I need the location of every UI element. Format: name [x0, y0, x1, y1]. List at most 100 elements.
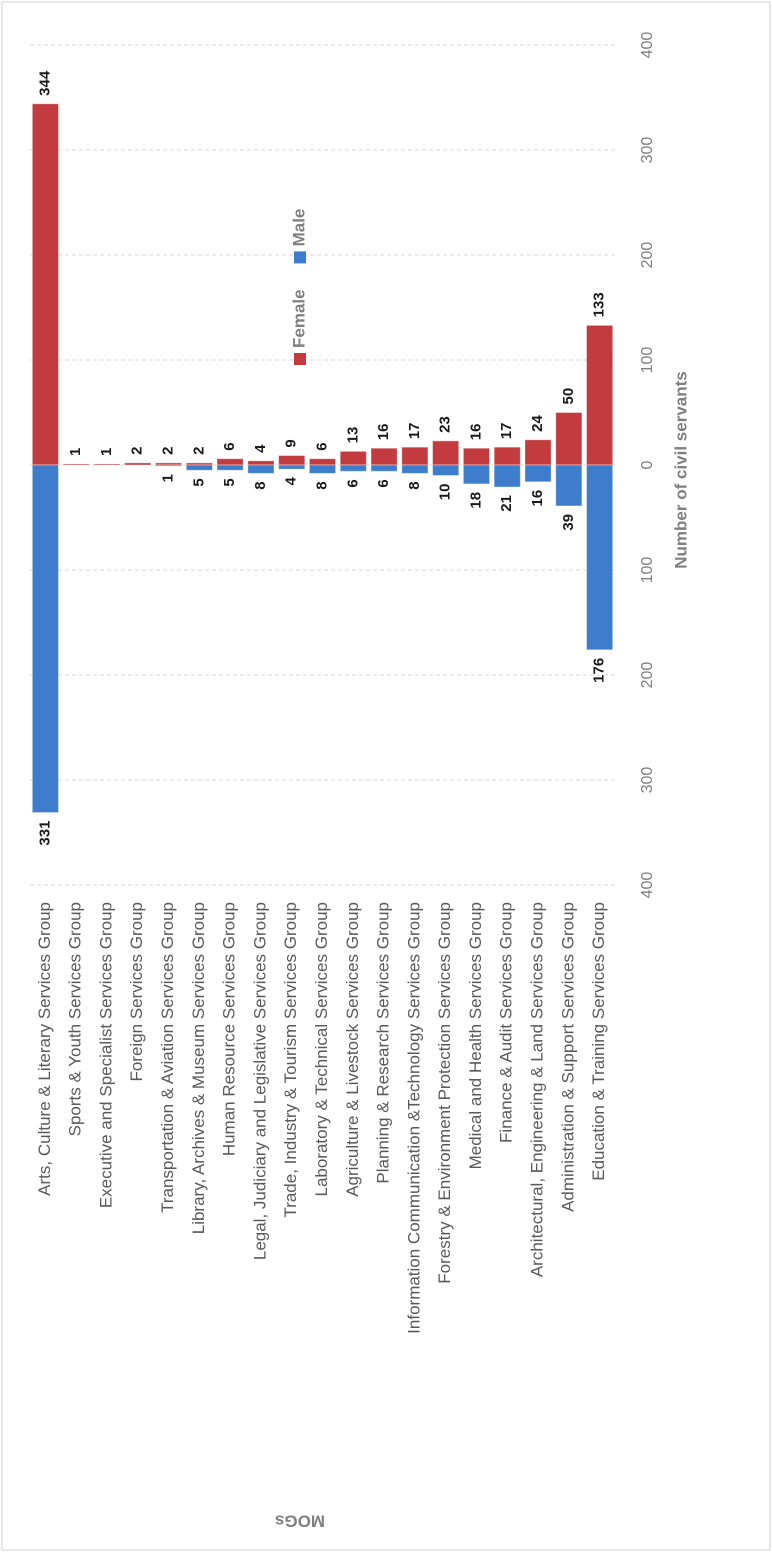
- data-label: 8: [313, 481, 330, 489]
- category-label: Sports & Youth Services Group: [66, 902, 85, 1136]
- data-label: 39: [560, 514, 577, 531]
- bar: [493, 464, 521, 488]
- data-label: 8: [252, 481, 269, 489]
- category-label: Planning & Research Services Group: [374, 902, 393, 1184]
- category-label: Arts, Culture & Literary Services Group: [35, 902, 54, 1196]
- bar: [555, 412, 583, 466]
- bar: [216, 464, 244, 471]
- bar: [308, 458, 337, 466]
- bar: [62, 463, 90, 466]
- data-label: 23: [437, 416, 454, 433]
- bar: [339, 450, 367, 466]
- bar: [524, 464, 552, 483]
- data-label: 17: [498, 422, 515, 439]
- category-label: Agriculture & Livestock Services Group: [343, 902, 362, 1197]
- data-label: 50: [560, 388, 577, 405]
- data-label: 2: [160, 447, 177, 455]
- data-label: 18: [467, 492, 484, 509]
- x-tick-label: 100: [639, 347, 656, 374]
- data-label: 10: [437, 484, 454, 501]
- bar: [401, 446, 429, 466]
- x-tick-label: 100: [639, 557, 656, 584]
- bar: [247, 464, 275, 474]
- data-label: 8: [406, 481, 423, 489]
- bar: [370, 447, 398, 466]
- bar: [308, 464, 337, 474]
- data-label: 344: [36, 70, 53, 96]
- category-label: Library, Archives & Museum Services Grou…: [189, 902, 208, 1234]
- bar: [555, 464, 583, 507]
- bar: [278, 464, 306, 470]
- x-tick-label: 300: [639, 767, 656, 794]
- data-label: 6: [313, 442, 330, 450]
- bar: [247, 460, 275, 466]
- category-label: Trade, Industry & Tourism Services Group: [281, 902, 300, 1218]
- data-label: 9: [283, 439, 300, 447]
- bar: [93, 463, 121, 466]
- data-label: 2: [129, 447, 146, 455]
- bar: [524, 439, 552, 466]
- bar: [31, 103, 59, 466]
- bar: [401, 464, 429, 474]
- data-label: 16: [375, 424, 392, 441]
- category-label: Transportation & Aviation Services Group: [158, 902, 177, 1213]
- category-label: Finance & Audit Services Group: [497, 902, 516, 1143]
- data-label: 17: [406, 422, 423, 439]
- data-label: 13: [344, 427, 361, 444]
- x-tick-label: 400: [639, 32, 656, 59]
- bar: [154, 464, 183, 467]
- category-label: Laboratory & Technical Services Group: [312, 902, 331, 1197]
- bar: [278, 455, 306, 466]
- data-label: 2: [190, 447, 207, 455]
- bar: [586, 324, 614, 466]
- data-label: 6: [375, 479, 392, 487]
- legend-label: Male: [289, 209, 308, 247]
- x-tick-label: 200: [639, 662, 656, 689]
- legend-marker: [294, 251, 306, 264]
- data-label: 16: [467, 424, 484, 441]
- data-label: 4: [283, 477, 300, 486]
- x-tick-label: 0: [639, 460, 656, 469]
- legend-label: Female: [289, 289, 308, 348]
- data-label: 1: [67, 448, 84, 456]
- bar: [339, 464, 367, 472]
- data-label: 24: [529, 414, 546, 431]
- bar: [432, 440, 460, 466]
- bar: [462, 447, 491, 466]
- data-label: 6: [221, 442, 238, 450]
- category-label: Human Resource Services Group: [220, 902, 239, 1156]
- legend-marker: [294, 353, 306, 365]
- bar: [31, 464, 59, 814]
- data-label: 1: [98, 448, 115, 456]
- data-label: 1: [160, 474, 177, 482]
- bar: [586, 464, 614, 651]
- category-label: Forestry & Environment Protection Servic…: [435, 902, 454, 1284]
- category-label: Administration & Support Services Group: [558, 902, 577, 1212]
- data-label: 5: [221, 478, 238, 486]
- data-label: 4: [252, 444, 269, 453]
- category-label: Executive and Specialist Services Group: [96, 902, 115, 1208]
- x-tick-label: 400: [639, 872, 656, 899]
- data-label: 21: [498, 495, 515, 512]
- bar: [462, 464, 491, 485]
- bar: [216, 458, 244, 466]
- data-label: 5: [190, 478, 207, 486]
- x-tick-label: 300: [639, 137, 656, 164]
- data-label: 331: [36, 821, 53, 846]
- category-label: Legal, Judiciary and Legislative Service…: [250, 902, 269, 1260]
- data-label: 133: [591, 292, 608, 317]
- category-label: Foreign Services Group: [127, 902, 146, 1082]
- y-axis-title: MOGs: [275, 1512, 325, 1531]
- data-label: 16: [529, 490, 546, 507]
- x-tick-label: 200: [639, 242, 656, 269]
- plot-frame: MOGs Number of civil servants 400 300 200 1…: [30, 32, 690, 1531]
- x-axis-title: Number of civil servants: [671, 371, 690, 568]
- category-label: Architectural, Engineering & Land Servic…: [528, 902, 547, 1277]
- bar: [493, 446, 521, 466]
- data-label: 6: [344, 479, 361, 487]
- data-label: 176: [591, 658, 608, 683]
- bar: [185, 464, 213, 471]
